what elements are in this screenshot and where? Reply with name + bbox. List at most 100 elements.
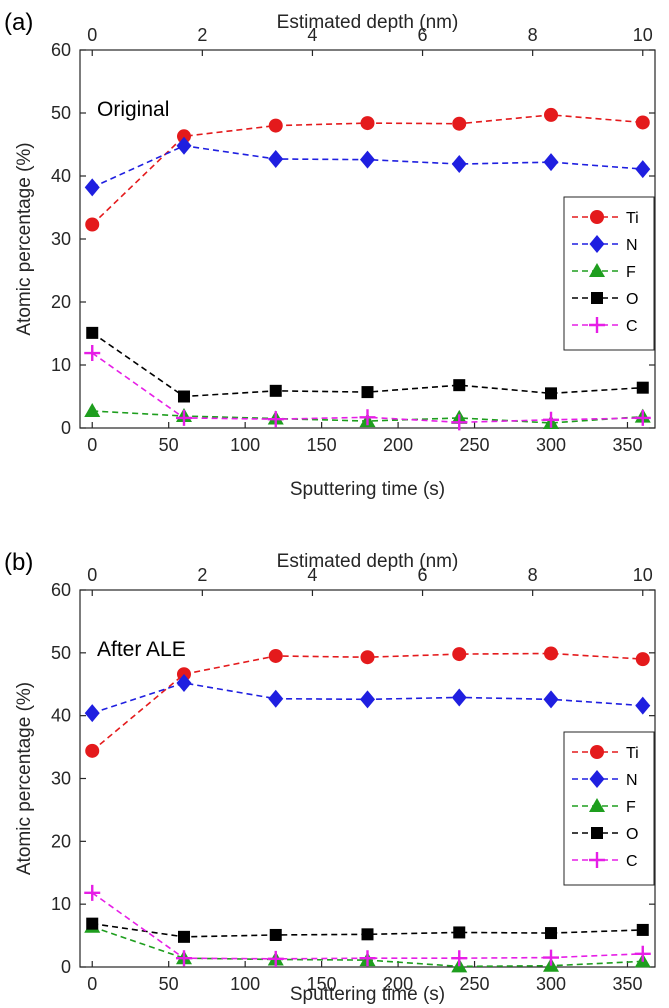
y-tick-label: 40 [51, 166, 71, 186]
x-tick-label: 150 [307, 974, 337, 994]
data-point-n [84, 704, 100, 723]
data-point-ti [85, 743, 100, 758]
data-point-o [545, 387, 558, 400]
data-point-ti [544, 107, 559, 122]
data-point-ti [360, 116, 375, 131]
legend-entry-ti: Ti [572, 210, 639, 227]
panel-inset-title: After ALE [97, 638, 186, 661]
x2-tick-label: 0 [87, 25, 97, 45]
legend-label: O [626, 291, 638, 308]
panel-label: (a) [4, 9, 33, 36]
legend-marker [590, 210, 604, 224]
y-tick-label: 60 [51, 580, 71, 600]
x-tick-label: 300 [536, 435, 566, 455]
y-axis-title: Atomic percentage (%) [14, 682, 35, 875]
data-point-n [543, 690, 559, 709]
legend-box [563, 731, 655, 886]
data-point-o [636, 381, 649, 394]
x2-tick-label: 8 [528, 565, 538, 585]
data-point-ti [635, 115, 650, 130]
x-axis-title: Sputtering time (s) [290, 479, 445, 500]
legend-marker [589, 770, 605, 788]
legend-entry-n: N [572, 235, 638, 254]
data-point-c [634, 409, 651, 426]
x2-tick-label: 10 [633, 565, 653, 585]
legend-marker [589, 852, 605, 868]
x-axis-title: Sputtering time (s) [290, 984, 445, 1005]
data-point-n [84, 178, 100, 197]
x2-tick-label: 0 [87, 565, 97, 585]
x2-tick-label: 4 [307, 25, 317, 45]
data-point-n [360, 150, 375, 169]
y-tick-label: 50 [51, 643, 71, 663]
y-tick-label: 50 [51, 103, 71, 123]
legend-entry-o: O [572, 826, 638, 843]
data-point-n [360, 690, 375, 709]
x-tick-label: 350 [612, 974, 642, 994]
data-point-n [543, 153, 559, 172]
data-point-n [268, 149, 284, 168]
data-point-n [268, 689, 284, 708]
data-point-n [176, 136, 192, 155]
x2-tick-label: 8 [528, 25, 538, 45]
data-point-c [175, 409, 192, 426]
data-point-o [636, 923, 649, 936]
y-tick-label: 20 [51, 292, 71, 312]
legend-entry-f: F [572, 798, 636, 816]
data-point-n [451, 155, 467, 174]
data-point-o [269, 928, 282, 941]
y-tick-label: 30 [51, 229, 71, 249]
y-tick-label: 10 [51, 894, 71, 914]
data-point-ti [635, 652, 650, 667]
x-tick-label: 100 [230, 435, 260, 455]
data-point-ti [176, 129, 191, 144]
data-point-c [634, 945, 651, 962]
data-point-c [359, 950, 376, 967]
chart-panel-a: 0 10 20 30 40 50 60 0 50 100 150 200 250 300 350 0 2 4 6 8 1… [4, 9, 656, 500]
y-tick-label: 60 [51, 40, 71, 60]
data-point-ti [544, 646, 559, 661]
legend-marker [589, 317, 605, 333]
data-point-o [86, 326, 99, 339]
series-line-c [91, 892, 643, 960]
data-point-o [453, 379, 466, 392]
data-point-c [84, 345, 101, 362]
data-point-n [176, 673, 192, 692]
data-point-n [451, 688, 467, 707]
data-point-c [543, 949, 560, 966]
data-point-ti [85, 217, 100, 232]
x2-tick-label: 4 [307, 565, 317, 585]
legend-label: N [626, 772, 638, 789]
x-tick-label: 350 [612, 435, 642, 455]
x2-tick-label: 2 [197, 565, 207, 585]
y-tick-label: 0 [61, 418, 71, 438]
data-point-ti [452, 647, 467, 662]
data-point-c [451, 950, 468, 967]
legend-entry-c: C [572, 317, 638, 335]
data-point-ti [360, 650, 375, 665]
legend-label: F [626, 799, 636, 816]
chart-panel-b: 0 10 20 30 40 50 60 0 50 100 150 200 250 300 350 0 2 4 6 8 1… [4, 549, 656, 1005]
data-point-o [361, 386, 374, 399]
legend-box [563, 196, 655, 351]
data-point-c [359, 409, 376, 426]
data-point-c [543, 411, 560, 428]
data-point-n [635, 160, 651, 179]
legend-marker [589, 263, 605, 277]
data-point-o [545, 927, 558, 940]
data-point-o [177, 930, 190, 943]
legend-label: C [626, 318, 638, 335]
data-point-c [267, 411, 284, 428]
y-axis-title: Atomic percentage (%) [14, 142, 35, 335]
data-point-c [175, 950, 192, 967]
x2-axis-title: Estimated depth (nm) [277, 551, 459, 572]
data-point-c [451, 414, 468, 431]
legend-label: Ti [626, 745, 639, 762]
x-tick-label: 200 [383, 435, 413, 455]
panel-label: (b) [4, 549, 33, 576]
data-point-f [84, 402, 101, 417]
legend-label: F [626, 264, 636, 281]
